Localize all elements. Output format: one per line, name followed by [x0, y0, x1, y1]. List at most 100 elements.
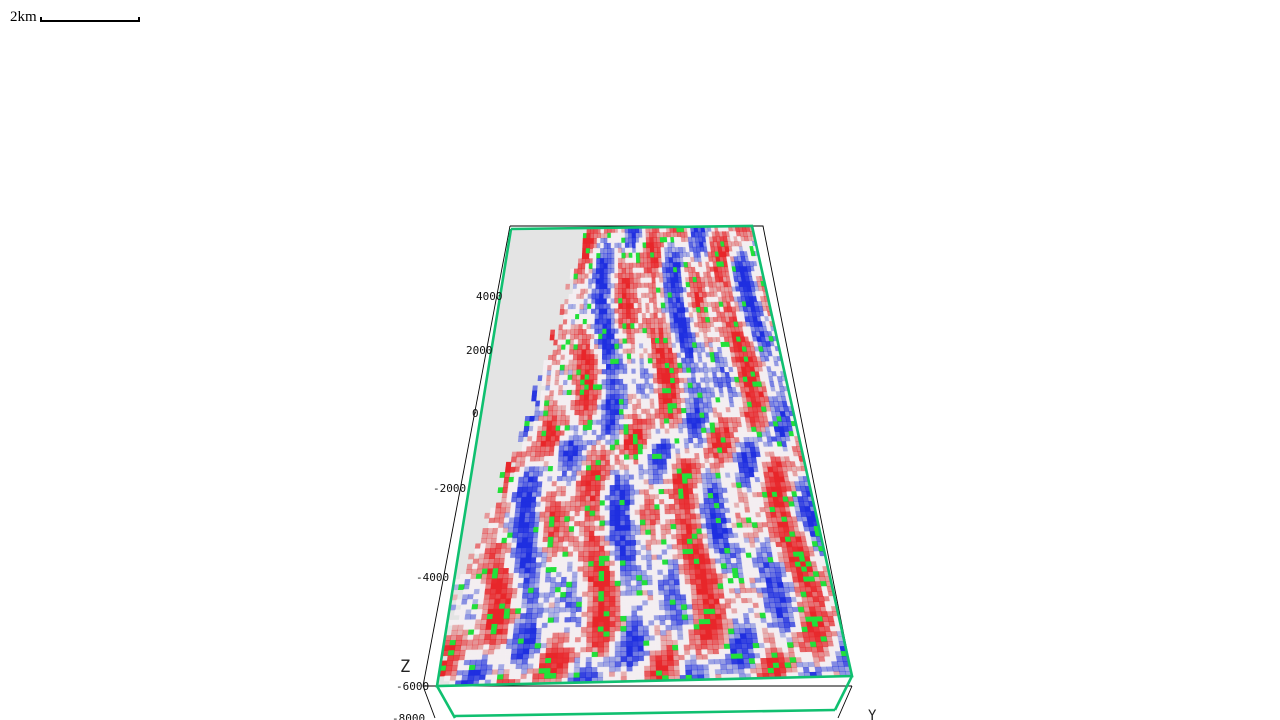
seismic-cell — [513, 522, 520, 529]
seismic-cell — [694, 639, 702, 646]
seismic-cell — [491, 573, 499, 580]
seismic-cell — [779, 391, 786, 397]
seismic-cell — [744, 472, 751, 478]
seismic-cell — [676, 463, 682, 470]
seismic-cell — [813, 576, 821, 582]
seismic-cell — [779, 481, 786, 488]
seismic-cell — [661, 539, 668, 546]
seismic-cell — [745, 633, 753, 639]
seismic-cell — [683, 564, 690, 570]
seismic-cell — [713, 543, 720, 549]
seismic-cell — [519, 623, 526, 630]
seismic-cell — [705, 634, 713, 640]
seismic-cell — [577, 268, 582, 275]
seismic-cell — [614, 323, 620, 330]
seismic-cell — [663, 589, 670, 596]
seismic-cell — [662, 232, 668, 238]
seismic-cell — [557, 470, 563, 477]
seismic-cell — [548, 531, 555, 538]
seismic-cell — [648, 227, 654, 233]
seismic-cell — [550, 369, 557, 376]
seismic-cell — [603, 616, 610, 623]
seismic-cell — [768, 376, 775, 382]
seismic-cell — [656, 373, 663, 379]
seismic-cell — [702, 402, 709, 409]
seismic-cell — [593, 545, 600, 552]
seismic-cell — [744, 542, 751, 549]
seismic-cell — [510, 502, 517, 508]
seismic-cell — [540, 440, 547, 447]
seismic-cell — [643, 479, 650, 485]
seismic-cell — [701, 483, 708, 489]
seismic-cell — [561, 344, 567, 351]
seismic-cell — [683, 498, 690, 505]
seismic-cell — [458, 584, 465, 591]
seismic-cell — [778, 501, 785, 508]
seismic-cell — [653, 600, 660, 606]
seismic-cell — [748, 316, 754, 322]
seismic-cell — [731, 417, 738, 423]
seismic-cell — [497, 527, 504, 534]
seismic-cell — [662, 564, 669, 571]
seismic-cell — [644, 383, 650, 390]
seismic-cell — [759, 396, 766, 403]
seismic-cell — [753, 341, 759, 348]
seismic-cell — [723, 588, 730, 595]
seismic-cell — [517, 481, 524, 488]
seismic-cell — [701, 588, 709, 595]
seismic-cell — [603, 631, 610, 638]
seismic-cell — [732, 492, 739, 499]
seismic-cell — [688, 246, 694, 253]
seismic-cell — [737, 497, 745, 504]
seismic-cell — [678, 377, 684, 384]
seismic-cell — [636, 272, 641, 279]
seismic-cell — [652, 468, 659, 475]
seismic-cell — [748, 296, 754, 302]
seismic-cell — [660, 529, 667, 536]
seismic-cell — [618, 409, 625, 415]
seismic-cell — [681, 468, 688, 475]
seismic-cell — [706, 271, 712, 278]
seismic-cell — [513, 623, 521, 630]
seismic-cell — [792, 576, 800, 583]
seismic-cell — [723, 392, 730, 398]
seismic-cell — [782, 446, 789, 452]
seismic-cell — [620, 625, 627, 632]
seismic-cell — [697, 322, 703, 328]
seismic-cell — [758, 502, 765, 508]
seismic-cell — [656, 363, 662, 369]
seismic-cell — [676, 347, 682, 354]
seismic-cell — [712, 487, 719, 494]
seismic-cell — [651, 554, 658, 561]
seismic-cell — [623, 449, 630, 456]
seismic-cell — [744, 296, 750, 302]
seismic-cell — [546, 370, 552, 376]
seismic-cell — [647, 600, 654, 606]
seismic-cell — [625, 277, 630, 284]
seismic-cell — [705, 266, 711, 273]
seismic-cell — [711, 523, 718, 529]
seismic-cell — [642, 438, 648, 445]
seismic-cell — [739, 587, 747, 594]
seismic-cell — [643, 464, 649, 470]
seismic-cell — [723, 497, 730, 504]
seismic-cell — [737, 572, 745, 579]
seismic-cell — [465, 609, 472, 616]
seismic-cell — [670, 448, 677, 455]
seismic-cell — [739, 251, 745, 257]
seismic-cell — [594, 495, 601, 502]
seismic-cell — [652, 579, 659, 586]
seismic-cell — [628, 434, 634, 440]
seismic-cell — [563, 440, 570, 447]
seismic-cell — [746, 376, 753, 383]
seismic-cell — [606, 313, 612, 320]
seismic-cell — [666, 327, 672, 334]
seismic-cell — [707, 226, 713, 233]
seismic-cell — [638, 242, 644, 249]
seismic-cell — [627, 414, 634, 420]
seismic-cell — [700, 281, 706, 288]
seismic-cell — [675, 528, 682, 535]
seismic-cell — [709, 467, 716, 474]
